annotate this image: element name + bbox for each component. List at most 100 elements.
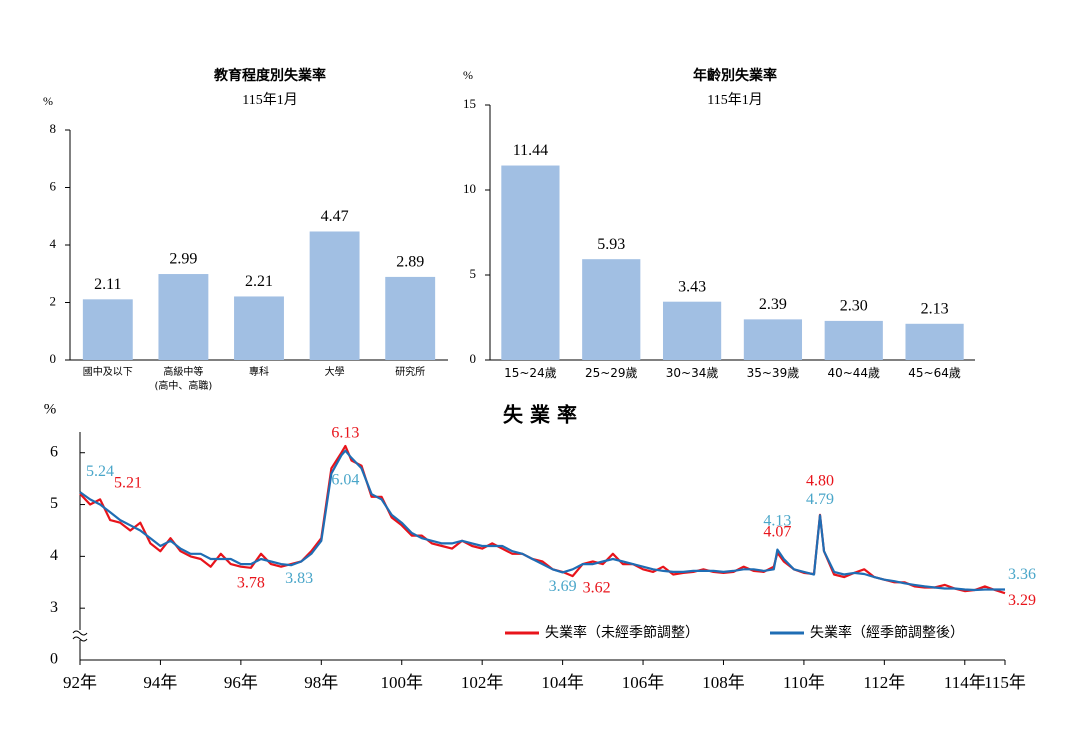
x-tick-label: 高級中等 (高中、高職) [154,367,213,392]
y-tick-label: 8 [50,121,57,136]
value-label: 5.93 [597,236,625,253]
x-tick-label: 108年 [702,673,745,692]
bar [743,319,803,360]
value-label: 6.13 [331,425,359,442]
bar [824,320,883,360]
value-label: 3.62 [583,580,611,597]
x-tick-label: 專科 [248,367,269,378]
x-tick-label: 104年 [541,673,584,692]
x-tick-label: 92年 [63,673,97,692]
y-tick-label: 5 [50,495,58,512]
x-tick-label: 115年 [984,673,1026,692]
value-label: 4.13 [763,512,791,529]
legend-label: 失業率（未經季節調整） [545,624,699,641]
value-label: 2.21 [245,273,273,290]
y-unit: % [463,68,473,82]
y-unit: % [44,401,57,417]
category-label: 40~44歲 [827,366,881,380]
value-label: 2.39 [759,296,787,313]
x-tick-label: 102年 [461,673,504,692]
x-tick-label: 114年 [944,673,986,692]
axis-break-gap [74,630,86,640]
x-tick-label: 112年 [863,673,905,692]
value-label: 3.78 [237,574,265,591]
value-label: 3.29 [1008,592,1036,609]
x-tick-label: 45~64歲 [908,366,961,380]
x-tick-label: 100年 [380,673,423,692]
y-tick-label: 6 [50,178,57,193]
y-unit: % [43,94,53,108]
x-tick-label: 35~39歲 [746,366,800,380]
x-tick-label: 國中及以下 [82,367,133,378]
x-tick-label: 94年 [143,673,177,692]
category-label: 國中及以下 [82,367,133,378]
x-tick-label: 大學 [324,367,345,378]
x-tick-label: 30~34歲 [665,366,719,380]
y-tick-label: 2 [50,293,57,308]
x-tick-label: 110年 [783,673,825,692]
value-label: 2.99 [169,251,197,268]
category-label: 高級中等 (高中、高職) [154,367,213,392]
value-label: 5.24 [86,463,114,480]
chart-subtitle: 115年1月 [242,92,297,108]
line-series [79,449,1005,592]
bar [82,299,133,360]
value-label: 11.44 [513,142,548,159]
category-label: 25~29歲 [584,366,638,380]
category-label: 大學 [324,367,345,378]
category-label: 30~34歲 [665,366,719,380]
chart-title: 失 業 率 [503,403,577,427]
value-label: 2.30 [840,298,868,315]
value-label: 4.79 [806,491,834,508]
line-series [79,444,1006,595]
y-tick-label: 5 [470,266,477,281]
x-tick-label: 96年 [224,673,258,692]
value-label: 2.11 [94,276,121,293]
value-label: 4.80 [806,473,834,490]
x-tick-label: 106年 [622,673,665,692]
y-tick-label: 6 [50,443,58,460]
value-label: 2.13 [921,300,949,317]
chart-subtitle: 115年1月 [707,92,762,108]
chart-title: 年齡別失業率 [693,67,777,84]
category-label: 35~39歲 [746,366,800,380]
y-origin-label: 0 [50,651,58,668]
y-tick-label: 3 [50,599,58,616]
value-label: 3.43 [678,278,706,295]
y-tick-label: 4 [50,547,58,564]
bar [309,231,360,360]
bar [385,276,436,360]
x-tick-label: 98年 [304,673,338,692]
value-label: 4.07 [763,523,791,540]
bar [905,323,964,360]
value-label: 4.47 [321,208,349,225]
bar [158,274,209,360]
value-label: 2.89 [396,254,424,271]
value-label: 6.04 [331,471,359,488]
y-tick-label: 15 [463,96,476,111]
value-label: 3.36 [1008,566,1036,583]
bar [662,301,722,360]
axis-break [72,630,88,642]
bar [234,296,284,360]
x-tick-label: 15~24歲 [504,366,557,380]
bar [582,259,641,360]
value-label: 5.21 [114,474,142,491]
y-tick-label: 4 [50,236,57,251]
category-label: 專科 [248,367,269,378]
x-tick-label: 25~29歲 [584,366,638,380]
category-label: 15~24歲 [504,366,557,380]
category-label: 45~64歲 [908,366,961,380]
category-label: 研究所 [395,367,426,378]
x-tick-label: 40~44歲 [827,366,881,380]
chart-title: 教育程度別失業率 [214,67,326,84]
y-tick-label: 10 [463,181,476,196]
x-tick-label: 研究所 [395,367,426,378]
value-label: 3.69 [549,578,577,595]
bar [501,165,560,360]
legend-label: 失業率（經季節調整後） [810,624,964,641]
y-tick-label: 0 [470,351,477,366]
y-tick-label: 0 [50,351,57,366]
